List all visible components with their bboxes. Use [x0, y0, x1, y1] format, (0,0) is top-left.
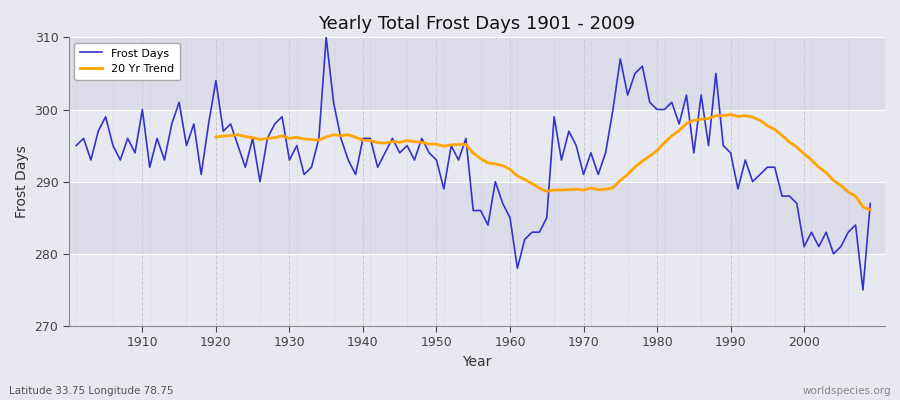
Text: worldspecies.org: worldspecies.org [803, 386, 891, 396]
Bar [68, 254, 885, 326]
Frost Days [343, 158, 354, 162]
20 Yr Trend [211, 134, 221, 139]
20 Yr Trend [299, 137, 310, 142]
X-axis label: Year: Year [463, 355, 491, 369]
Frost Days [600, 150, 611, 155]
Frost Days [292, 143, 302, 148]
Legend: Frost Days, 20 Yr Trend: Frost Days, 20 Yr Trend [75, 43, 180, 80]
Text: Latitude 33.75 Longitude 78.75: Latitude 33.75 Longitude 78.75 [9, 386, 174, 396]
Frost Days [71, 143, 82, 148]
Bar [68, 182, 885, 254]
20 Yr Trend [842, 190, 853, 194]
Bar [68, 110, 885, 182]
20 Yr Trend [777, 133, 788, 138]
Frost Days [858, 288, 868, 292]
20 Yr Trend [725, 112, 736, 117]
20 Yr Trend [762, 123, 773, 128]
20 Yr Trend [409, 139, 419, 144]
Line: 20 Yr Trend: 20 Yr Trend [216, 114, 870, 210]
Frost Days [512, 266, 523, 271]
Title: Yearly Total Frost Days 1901 - 2009: Yearly Total Frost Days 1901 - 2009 [319, 15, 635, 33]
Frost Days [320, 35, 331, 40]
Frost Days [865, 201, 876, 206]
20 Yr Trend [865, 208, 876, 212]
Bar [68, 37, 885, 110]
Line: Frost Days: Frost Days [76, 37, 870, 290]
Frost Days [505, 215, 516, 220]
Frost Days [130, 150, 140, 155]
Y-axis label: Frost Days: Frost Days [15, 145, 29, 218]
20 Yr Trend [666, 134, 677, 138]
